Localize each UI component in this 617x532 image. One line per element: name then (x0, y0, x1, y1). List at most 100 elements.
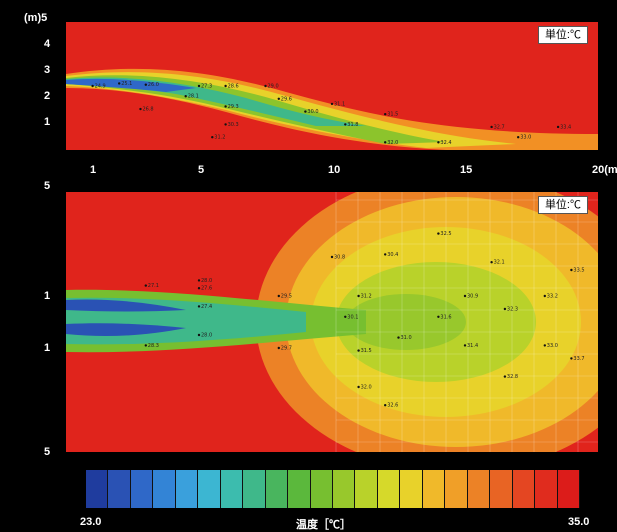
measurement-point (570, 268, 573, 272)
measurement-label: 30.0 (307, 109, 318, 115)
measurement-point (490, 125, 493, 129)
measurement-label: 29.6 (281, 96, 292, 102)
measurement-label: 30.9 (467, 294, 478, 300)
measurement-label: 33.7 (573, 356, 584, 362)
measurement-label: 32.4 (440, 140, 451, 146)
measurement-point (91, 84, 94, 88)
spread-band-green (346, 294, 466, 350)
measurement-label: 28.0 (201, 333, 212, 339)
measurement-point (330, 255, 334, 259)
measurement-label: 32.3 (507, 307, 518, 313)
measurement-label: 24.9 (95, 84, 106, 90)
measurement-point (357, 294, 360, 298)
measurement-label: 32.6 (387, 403, 398, 409)
measurement-label: 28.3 (148, 343, 159, 349)
measurement-point (211, 136, 214, 139)
measurement-point (463, 344, 467, 347)
y-tick-top: 4 (44, 38, 51, 50)
measurement-point (144, 83, 147, 86)
measurement-point (570, 357, 573, 360)
colorbar-swatch (377, 470, 401, 508)
y-tick-bottom: 1 (44, 342, 51, 354)
x-tick-top: 5 (198, 164, 205, 176)
measurement-label: 29.0 (268, 84, 279, 90)
colorbar-swatch (288, 470, 311, 508)
colorbar-min-label: 23.0 (80, 516, 102, 528)
measurement-label: 30.8 (334, 255, 345, 261)
measurement-point (277, 346, 280, 350)
measurement-point (144, 284, 147, 287)
measurement-label: 33.0 (547, 343, 558, 349)
measurement-label: 33.2 (547, 294, 558, 300)
colorbar-swatch (355, 470, 378, 508)
colorbar-swatch (130, 470, 154, 508)
y-tick-top: 3 (44, 64, 51, 76)
measurement-label: 26.8 (142, 107, 153, 113)
measurement-point (437, 315, 440, 318)
measurement-label: 28.6 (228, 84, 239, 90)
colorbar-swatch (198, 470, 221, 508)
measurement-label: 27.6 (201, 286, 212, 292)
top-chart-plot: 24.9 25.1 26.0 27.3 28.6 29.0 26.8 28.1 29.3 29.6… (66, 22, 598, 150)
measurement-point (384, 404, 387, 407)
measurement-label: 27.1 (148, 283, 159, 289)
x-tick-top: 15 (460, 164, 473, 176)
colorbar-swatch (265, 470, 289, 508)
y-tick-bottom: 5 (44, 446, 51, 458)
colorbar-swatch (310, 470, 333, 508)
y-axis-label-top: (m)5 (24, 12, 48, 24)
bottom-chart-plot: 27.1 28.0 27.6 27.4 28.0 28.3 29.5 29.7 30.8 30.1… (66, 192, 598, 452)
measurement-point (543, 294, 546, 298)
colorbar-swatch (490, 470, 513, 508)
measurement-label: 29.5 (281, 294, 292, 300)
measurement-label: 33.4 (560, 124, 571, 130)
colorbar-swatch (220, 470, 244, 508)
colorbar-swatch (535, 470, 558, 508)
measurement-label: 32.0 (387, 140, 398, 146)
colorbar-max-label: 35.0 (568, 516, 590, 528)
colorbar-swatch (153, 470, 176, 508)
colorbar-swatch (422, 470, 446, 508)
top-heatmap: 24.9 25.1 26.0 27.3 28.6 29.0 26.8 28.1 29.3 29.6… (66, 68, 598, 150)
measurement-label: 27.3 (201, 84, 212, 90)
colorbar-swatch (557, 470, 580, 508)
measurement-label: 33.5 (573, 268, 584, 274)
measurement-label: 27.4 (201, 304, 212, 310)
measurement-point (490, 261, 493, 264)
colorbar-swatch (243, 470, 266, 508)
measurement-label: 30.4 (387, 252, 398, 258)
measurement-label: 32.7 (494, 124, 505, 130)
colorbar-swatch (108, 470, 131, 508)
measurement-label: 31.2 (214, 135, 225, 141)
measurement-label: 32.8 (507, 374, 518, 380)
x-tick-top: 1 (90, 164, 97, 176)
measurement-label: 32.5 (440, 231, 451, 237)
colorbar-title: 温度［℃］ (296, 519, 351, 531)
unit-badge-bottom: 単位:℃ (537, 196, 588, 214)
measurement-point (344, 315, 347, 318)
bottom-heatmap: 27.1 28.0 27.6 27.4 28.0 28.3 29.5 29.7 30.8 30.1… (66, 192, 598, 452)
measurement-label: 28.1 (188, 94, 199, 100)
measurement-point (224, 123, 227, 126)
measurement-label: 31.2 (361, 294, 372, 300)
measurement-point (357, 349, 360, 352)
jet-upper-blue (66, 299, 186, 312)
measurement-label: 33.0 (520, 135, 531, 141)
measurement-label: 32.0 (361, 385, 372, 391)
measurement-point (224, 84, 227, 88)
colorbar-swatch (332, 470, 356, 508)
y-tick-top: 2 (44, 90, 51, 102)
colorbar-swatch (400, 470, 423, 508)
measurement-point (197, 333, 201, 337)
measurement-point (197, 84, 201, 88)
y-tick-bottom: 1 (44, 290, 51, 302)
measurement-point (197, 279, 201, 282)
measurement-point (264, 84, 267, 88)
x-tick-top: 10 (328, 164, 341, 176)
color-scale-bar (86, 470, 580, 508)
measurement-point (197, 305, 201, 308)
plume-band-teal (66, 77, 366, 126)
colorbar-swatch (86, 470, 109, 508)
measurement-point (517, 136, 520, 139)
measurement-point (463, 294, 467, 298)
